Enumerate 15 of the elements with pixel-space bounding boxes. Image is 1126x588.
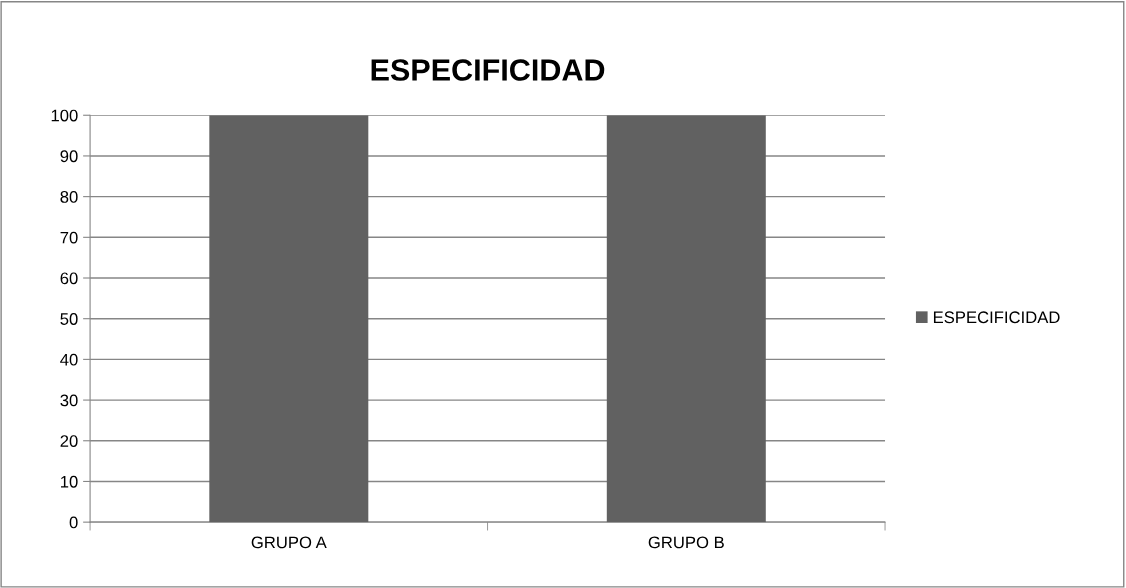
y-tick-label: 50	[60, 313, 78, 325]
y-tick-label: 20	[60, 435, 78, 447]
chart-title: ESPECIFICIDAD	[371, 59, 605, 81]
y-tick-label: 100	[51, 109, 78, 122]
x-tick-label: GRUPO A	[251, 536, 327, 549]
y-tick-label: 60	[60, 272, 78, 285]
y-tick-label: 10	[61, 475, 78, 488]
x-tick-label: GRUPO B	[648, 536, 724, 549]
y-tick-label: 0	[69, 516, 78, 529]
y-tick-label: 30	[60, 394, 78, 407]
y-tick-label: 80	[60, 191, 78, 203]
legend-label: ESPECIFICIDAD	[933, 311, 1060, 324]
y-tick-label: 40	[60, 353, 78, 366]
y-tick-label: 90	[60, 150, 78, 163]
y-tick-label: 70	[60, 231, 78, 244]
